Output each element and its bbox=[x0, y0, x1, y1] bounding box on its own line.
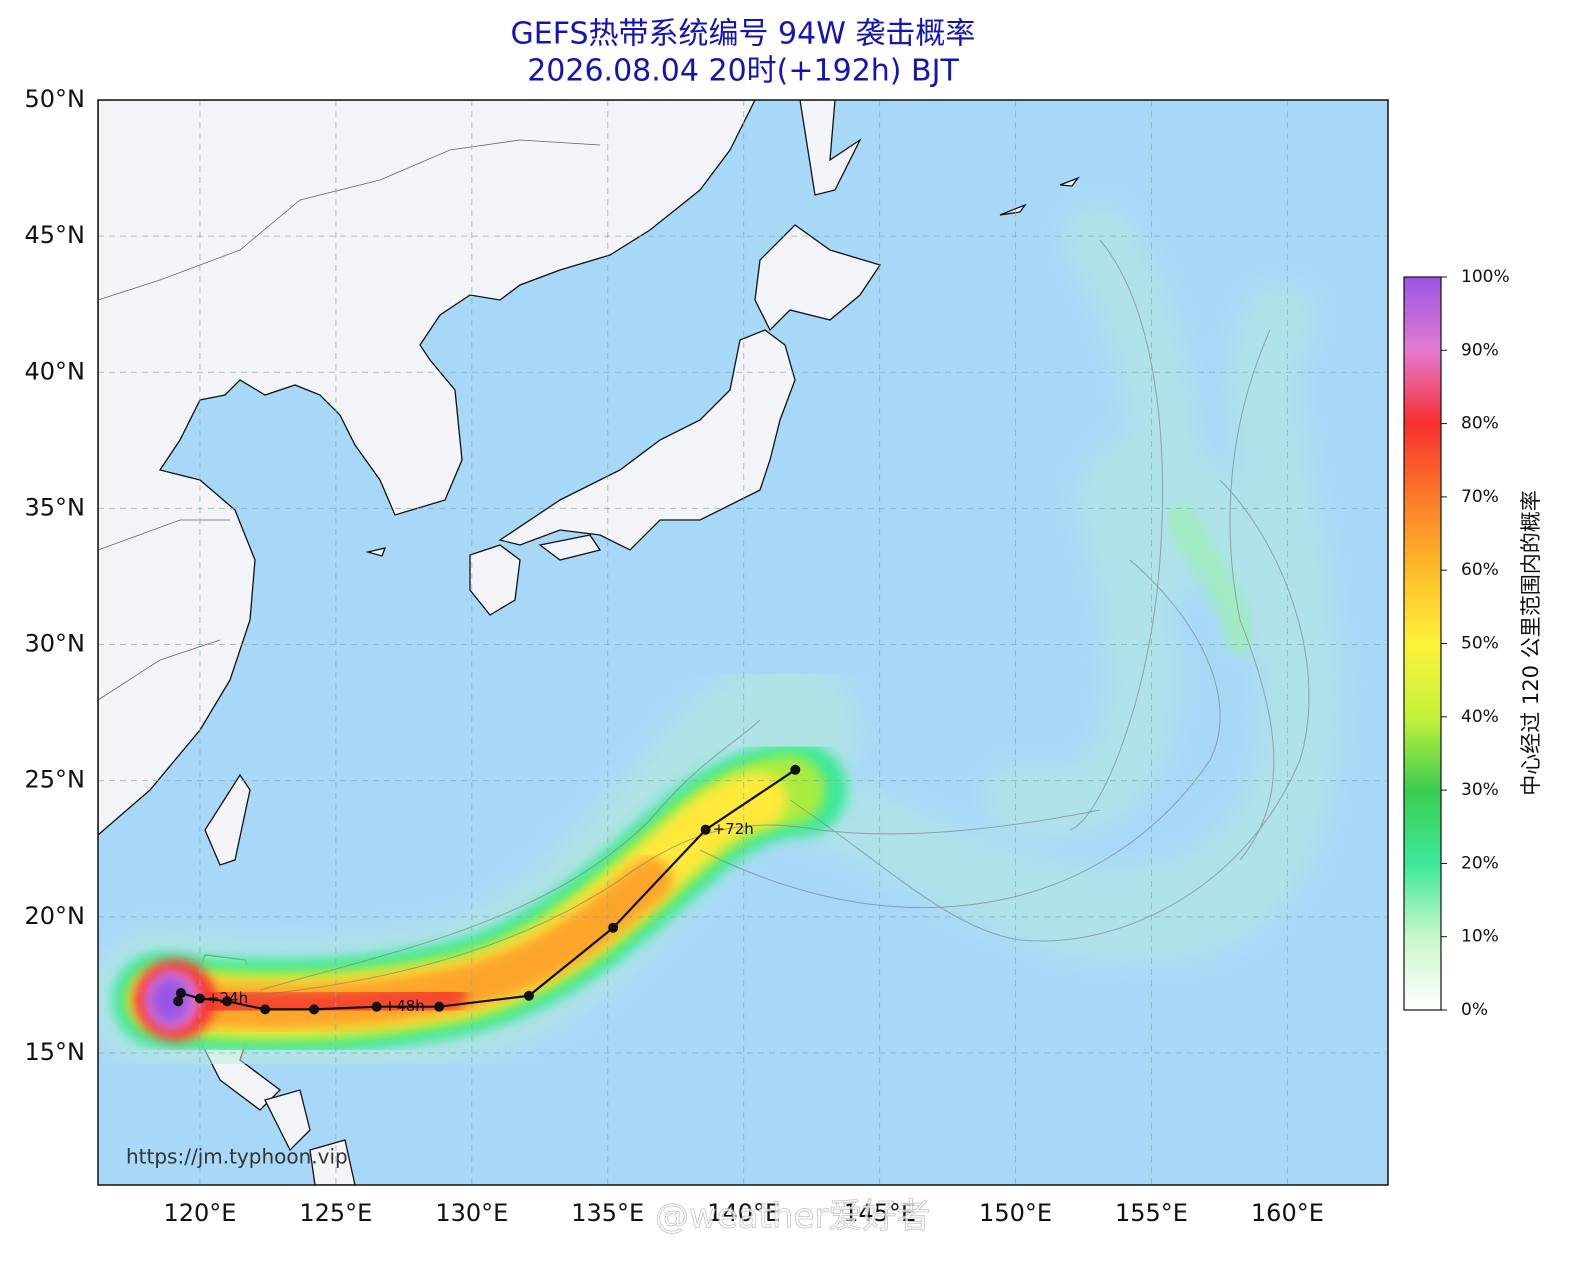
colorbar bbox=[1403, 276, 1442, 1011]
track-point bbox=[309, 1004, 320, 1015]
subtitle: 2026.08.04 20时(+192h) BJT bbox=[527, 54, 959, 89]
track-label: +48h bbox=[384, 997, 425, 1015]
x-tick-label: 120°E bbox=[163, 1199, 236, 1227]
colorbar-tick-label: 20% bbox=[1461, 853, 1499, 873]
track-point bbox=[790, 764, 801, 775]
x-tick-label: 140°E bbox=[707, 1199, 780, 1227]
credit: https://jm.typhoon.vip bbox=[126, 1145, 348, 1169]
title: GEFS热带系统编号 94W 袭击概率 bbox=[511, 17, 976, 52]
track-point bbox=[194, 993, 205, 1004]
track-point bbox=[222, 996, 233, 1007]
track-label: +72h bbox=[713, 820, 754, 838]
grid bbox=[98, 100, 1388, 1185]
track: +24h+48h+72h bbox=[173, 764, 801, 1015]
colorbar-label: 中心经过 120 公里范围内的概率 bbox=[1519, 490, 1543, 795]
track-point bbox=[523, 990, 534, 1001]
map-frame bbox=[97, 99, 1389, 1186]
colorbar-tick-label: 50% bbox=[1461, 634, 1499, 654]
watermark: @weather爱好者 bbox=[655, 1197, 930, 1237]
map-area: +24h+48h+72h https://jm.typhoon.vip bbox=[98, 100, 1388, 1185]
y-tick-label: 25°N bbox=[25, 766, 86, 794]
colorbar-ticks: 0% 10% 20% 30% 40% 50% 60% 70% 80% 90% 100% bbox=[1441, 267, 1510, 1020]
x-tick-label: 135°E bbox=[571, 1199, 644, 1227]
axes: 120°E 125°E 130°E 135°E 140°E 145°E 150°E 155°E… bbox=[25, 85, 1324, 1227]
x-tick-label: 125°E bbox=[299, 1199, 372, 1227]
y-tick-label: 35°N bbox=[25, 493, 86, 521]
y-tick-label: 20°N bbox=[25, 902, 86, 930]
x-tick-label: 130°E bbox=[435, 1199, 508, 1227]
y-tick-label: 45°N bbox=[25, 221, 86, 249]
colorbar-tick-label: 30% bbox=[1461, 780, 1499, 800]
track-point bbox=[434, 1001, 445, 1012]
x-tick-label: 150°E bbox=[979, 1199, 1052, 1227]
y-tick-label: 15°N bbox=[25, 1038, 86, 1066]
track-point bbox=[173, 996, 184, 1007]
track-point bbox=[260, 1004, 271, 1015]
colorbar-tick-label: 70% bbox=[1461, 487, 1499, 507]
colorbar-tick-label: 10% bbox=[1461, 927, 1499, 947]
x-tick-label: 145°E bbox=[843, 1199, 916, 1227]
colorbar-tick-label: 0% bbox=[1461, 1000, 1488, 1020]
x-tick-label: 160°E bbox=[1251, 1199, 1324, 1227]
track-point bbox=[700, 824, 711, 835]
track-point bbox=[608, 922, 619, 933]
y-tick-label: 40°N bbox=[25, 357, 86, 385]
y-tick-label: 30°N bbox=[25, 630, 86, 658]
colorbar-tick-label: 40% bbox=[1461, 707, 1499, 727]
probability-swath bbox=[98, 205, 1339, 1079]
colorbar-tick-label: 100% bbox=[1461, 267, 1510, 287]
colorbar-tick-label: 60% bbox=[1461, 560, 1499, 580]
x-tick-label: 155°E bbox=[1115, 1199, 1188, 1227]
y-tick-label: 50°N bbox=[25, 85, 86, 113]
track-point bbox=[175, 988, 186, 999]
track-point bbox=[371, 1001, 382, 1012]
colorbar-tick-label: 90% bbox=[1461, 340, 1499, 360]
colorbar-tick-label: 80% bbox=[1461, 414, 1499, 434]
